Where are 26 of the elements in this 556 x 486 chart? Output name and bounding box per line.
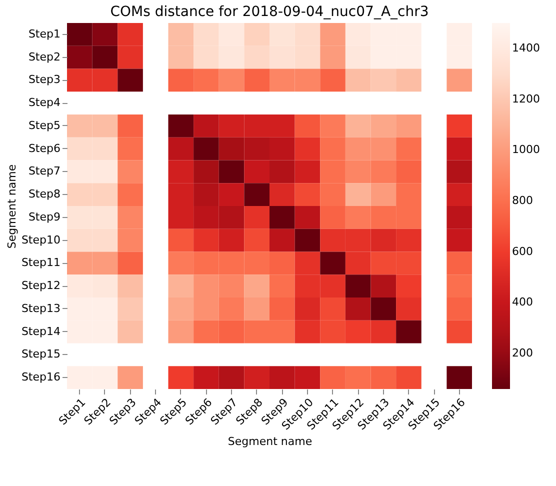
y-tick-label: Step7 <box>28 164 60 178</box>
y-tick-label: Step6 <box>28 142 60 155</box>
y-tick-label: Step12 <box>21 279 60 292</box>
y-tick-label: Step10 <box>21 233 60 246</box>
color-bar-label: 1000 <box>512 143 540 156</box>
y-tick-label: Step13 <box>21 302 60 315</box>
color-bar-label: 800 <box>512 194 533 207</box>
y-tick-label: Step15 <box>21 348 60 361</box>
y-tick-label: Step8 <box>28 188 60 201</box>
color-bar-label: 600 <box>512 244 533 258</box>
y-tick-label: Step16 <box>21 370 60 384</box>
chart-title: COMs distance for 2018-09-04_nuc07_A_chr3 <box>110 4 429 20</box>
y-tick-label: Step1 <box>28 27 60 40</box>
y-tick-label: Step9 <box>28 210 60 224</box>
color-bar-label: 200 <box>512 346 533 360</box>
y-tick-label: Step14 <box>21 324 60 338</box>
y-tick-label: Step4 <box>28 96 60 110</box>
y-tick-label: Step2 <box>28 50 60 64</box>
y-tick-label: Step5 <box>28 118 60 132</box>
y-axis-title: Segment name <box>5 164 18 249</box>
color-bar-label: 1400 <box>512 41 540 54</box>
y-tick-label: Step11 <box>21 256 60 270</box>
color-bar-label: 400 <box>512 296 533 309</box>
y-tick-label: Step3 <box>28 73 60 86</box>
color-bar-label: 1200 <box>512 92 540 106</box>
x-axis-title: Segment name <box>228 434 312 448</box>
